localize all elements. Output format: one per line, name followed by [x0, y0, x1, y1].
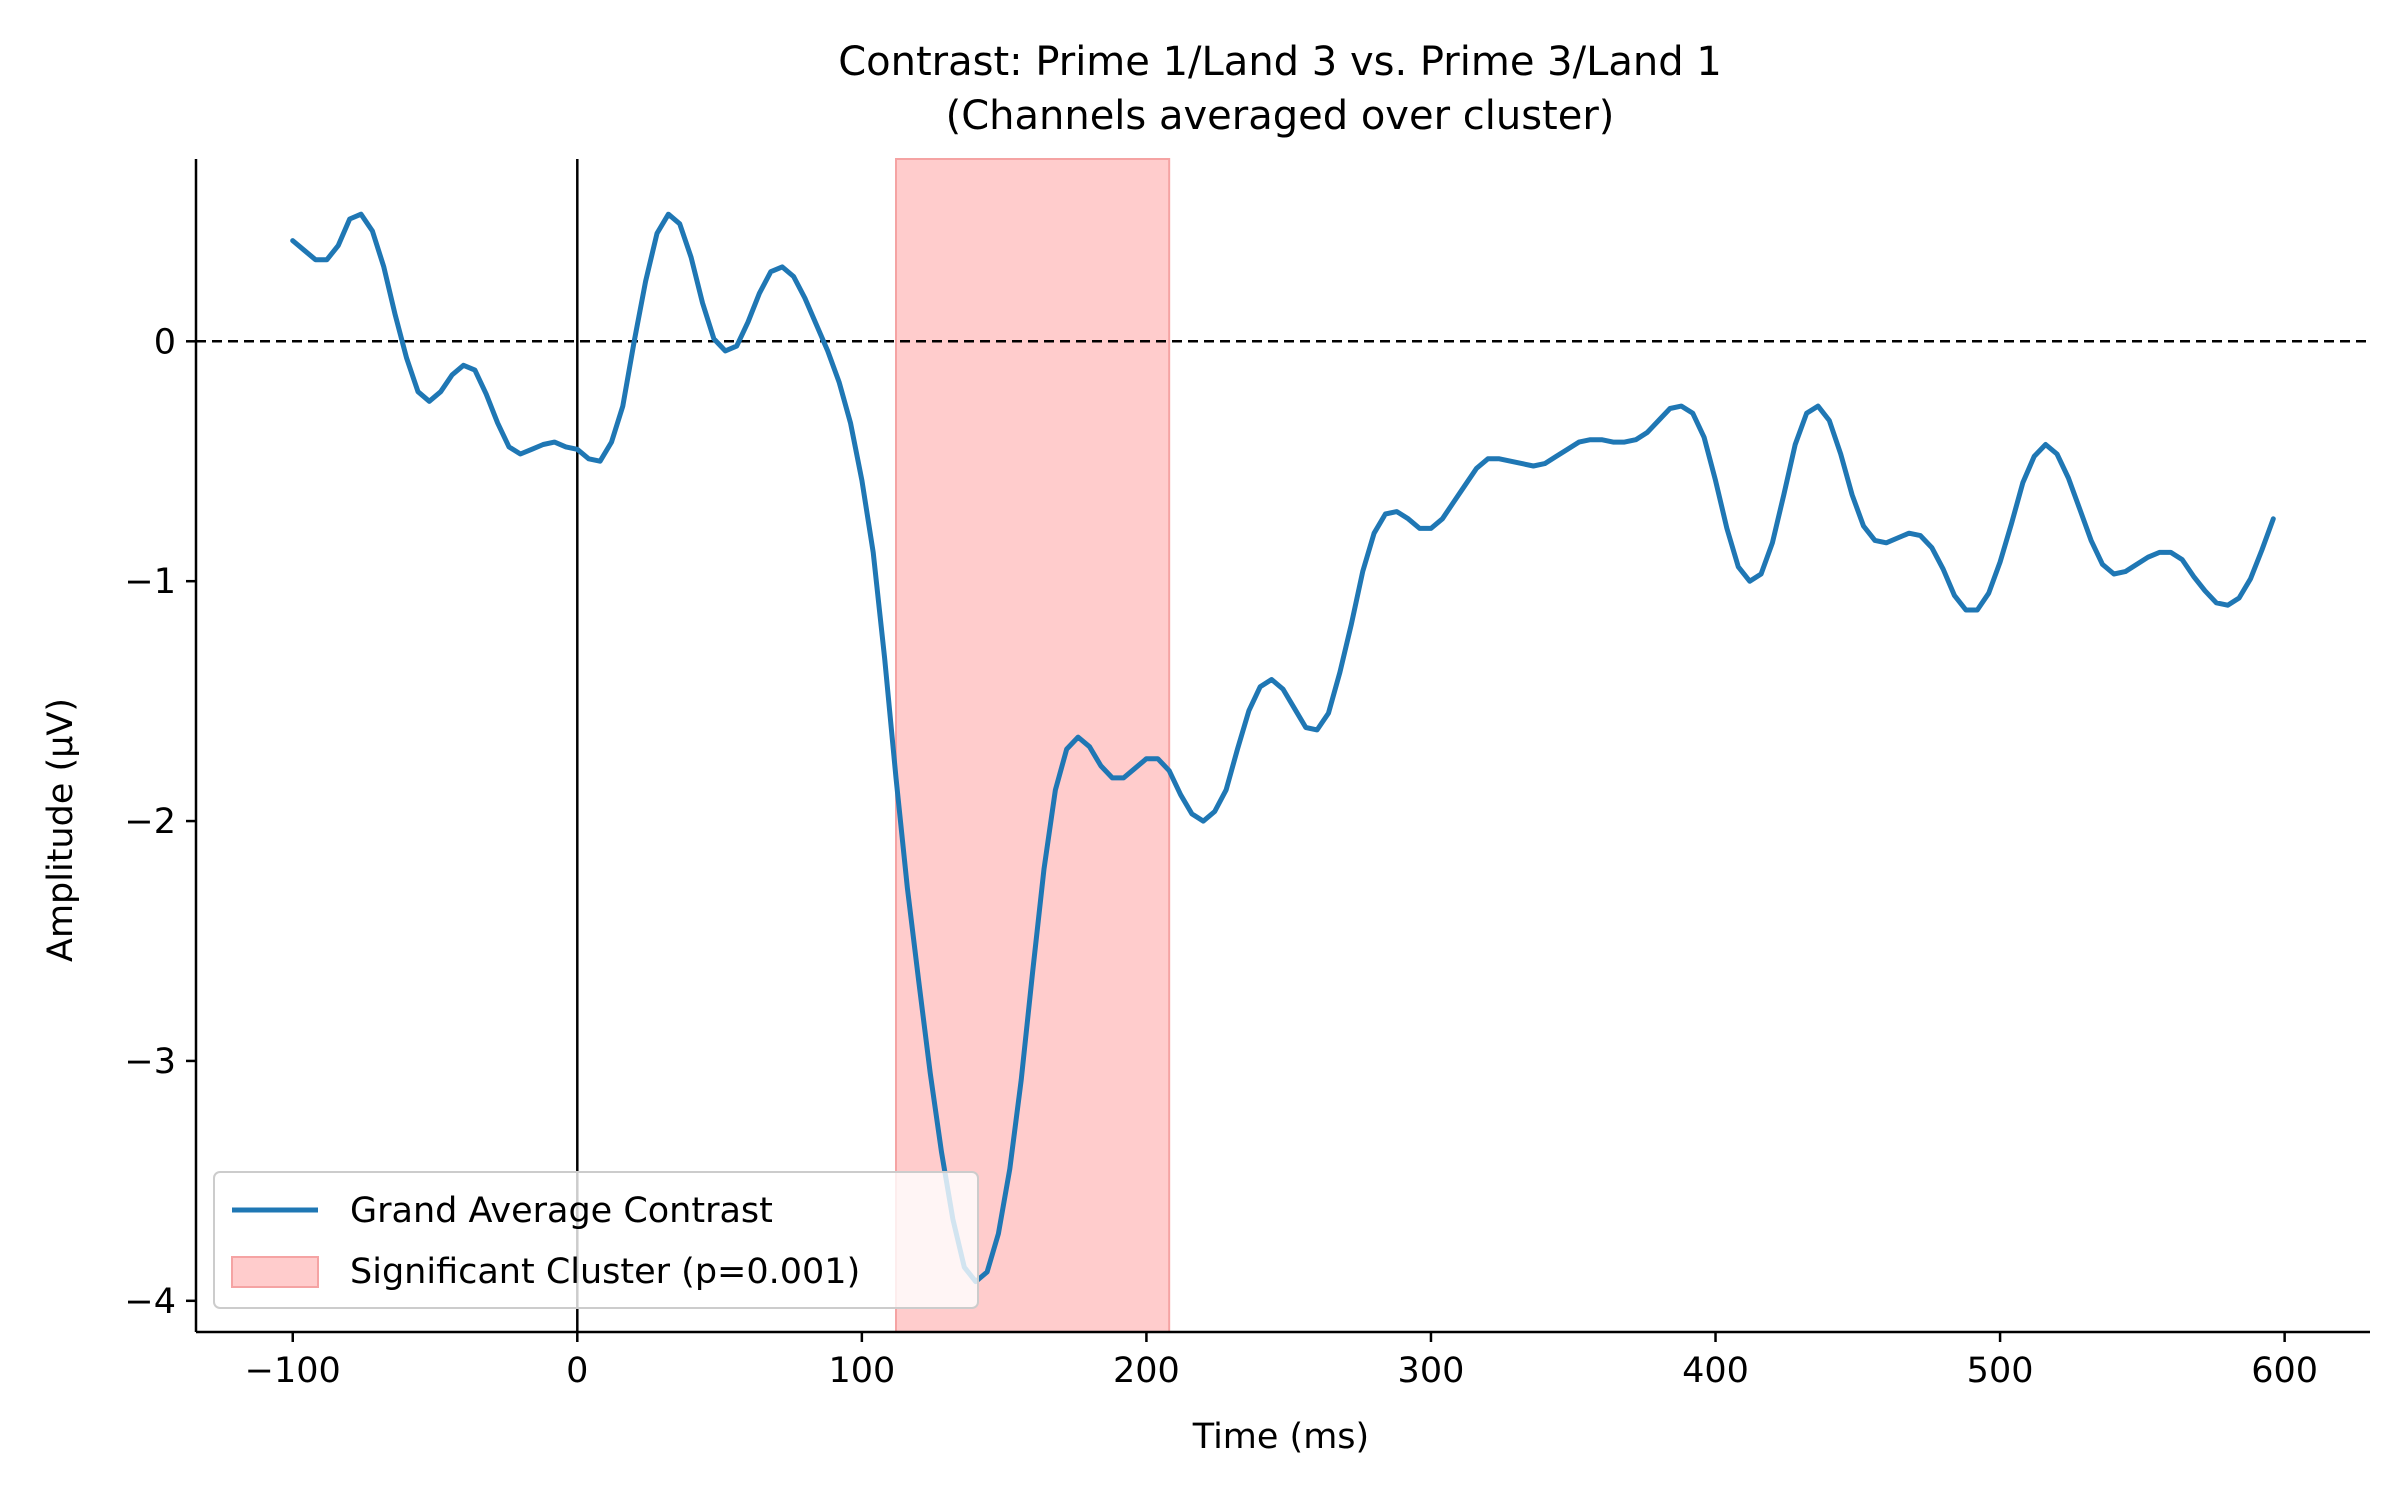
legend-frame	[213, 1171, 979, 1309]
chart-subtitle: (Channels averaged over cluster)	[946, 93, 1615, 139]
legend-label-significant-cluster: Significant Cluster (p=0.001)	[350, 1252, 860, 1292]
x-tick-label: 400	[1682, 1351, 1749, 1391]
x-axis-label: Time (ms)	[1192, 1417, 1369, 1457]
x-tick-label: 600	[2251, 1351, 2318, 1391]
x-tick-label: 200	[1113, 1351, 1180, 1391]
y-tick-label: −1	[124, 562, 176, 602]
significant-cluster-region	[895, 158, 1171, 1333]
y-tick-label: −2	[124, 802, 176, 842]
legend: Grand Average Contrast Significant Clust…	[213, 1171, 979, 1309]
y-tick-label: 0	[154, 322, 176, 362]
y-axis-label: Amplitude (μV)	[41, 698, 81, 962]
x-tick-label: 500	[1967, 1351, 2034, 1391]
series-line-0	[290, 211, 2276, 1285]
chart-title: Contrast: Prime 1/Land 3 vs. Prime 3/Lan…	[838, 39, 1722, 85]
legend-label-grand-average: Grand Average Contrast	[350, 1191, 773, 1231]
x-tick-label: −100	[245, 1351, 341, 1391]
x-tick-label: 100	[828, 1351, 895, 1391]
x-tick-label: 0	[566, 1351, 588, 1391]
legend-patch-swatch	[231, 1256, 319, 1288]
y-tick-label: −4	[124, 1282, 176, 1322]
y-tick-label: −3	[124, 1042, 176, 1082]
plot-area: −100 0 100 200 300 400 500 600 0 −1 −2 −3 −4	[124, 158, 2370, 1391]
x-tick-label: 300	[1398, 1351, 1465, 1391]
